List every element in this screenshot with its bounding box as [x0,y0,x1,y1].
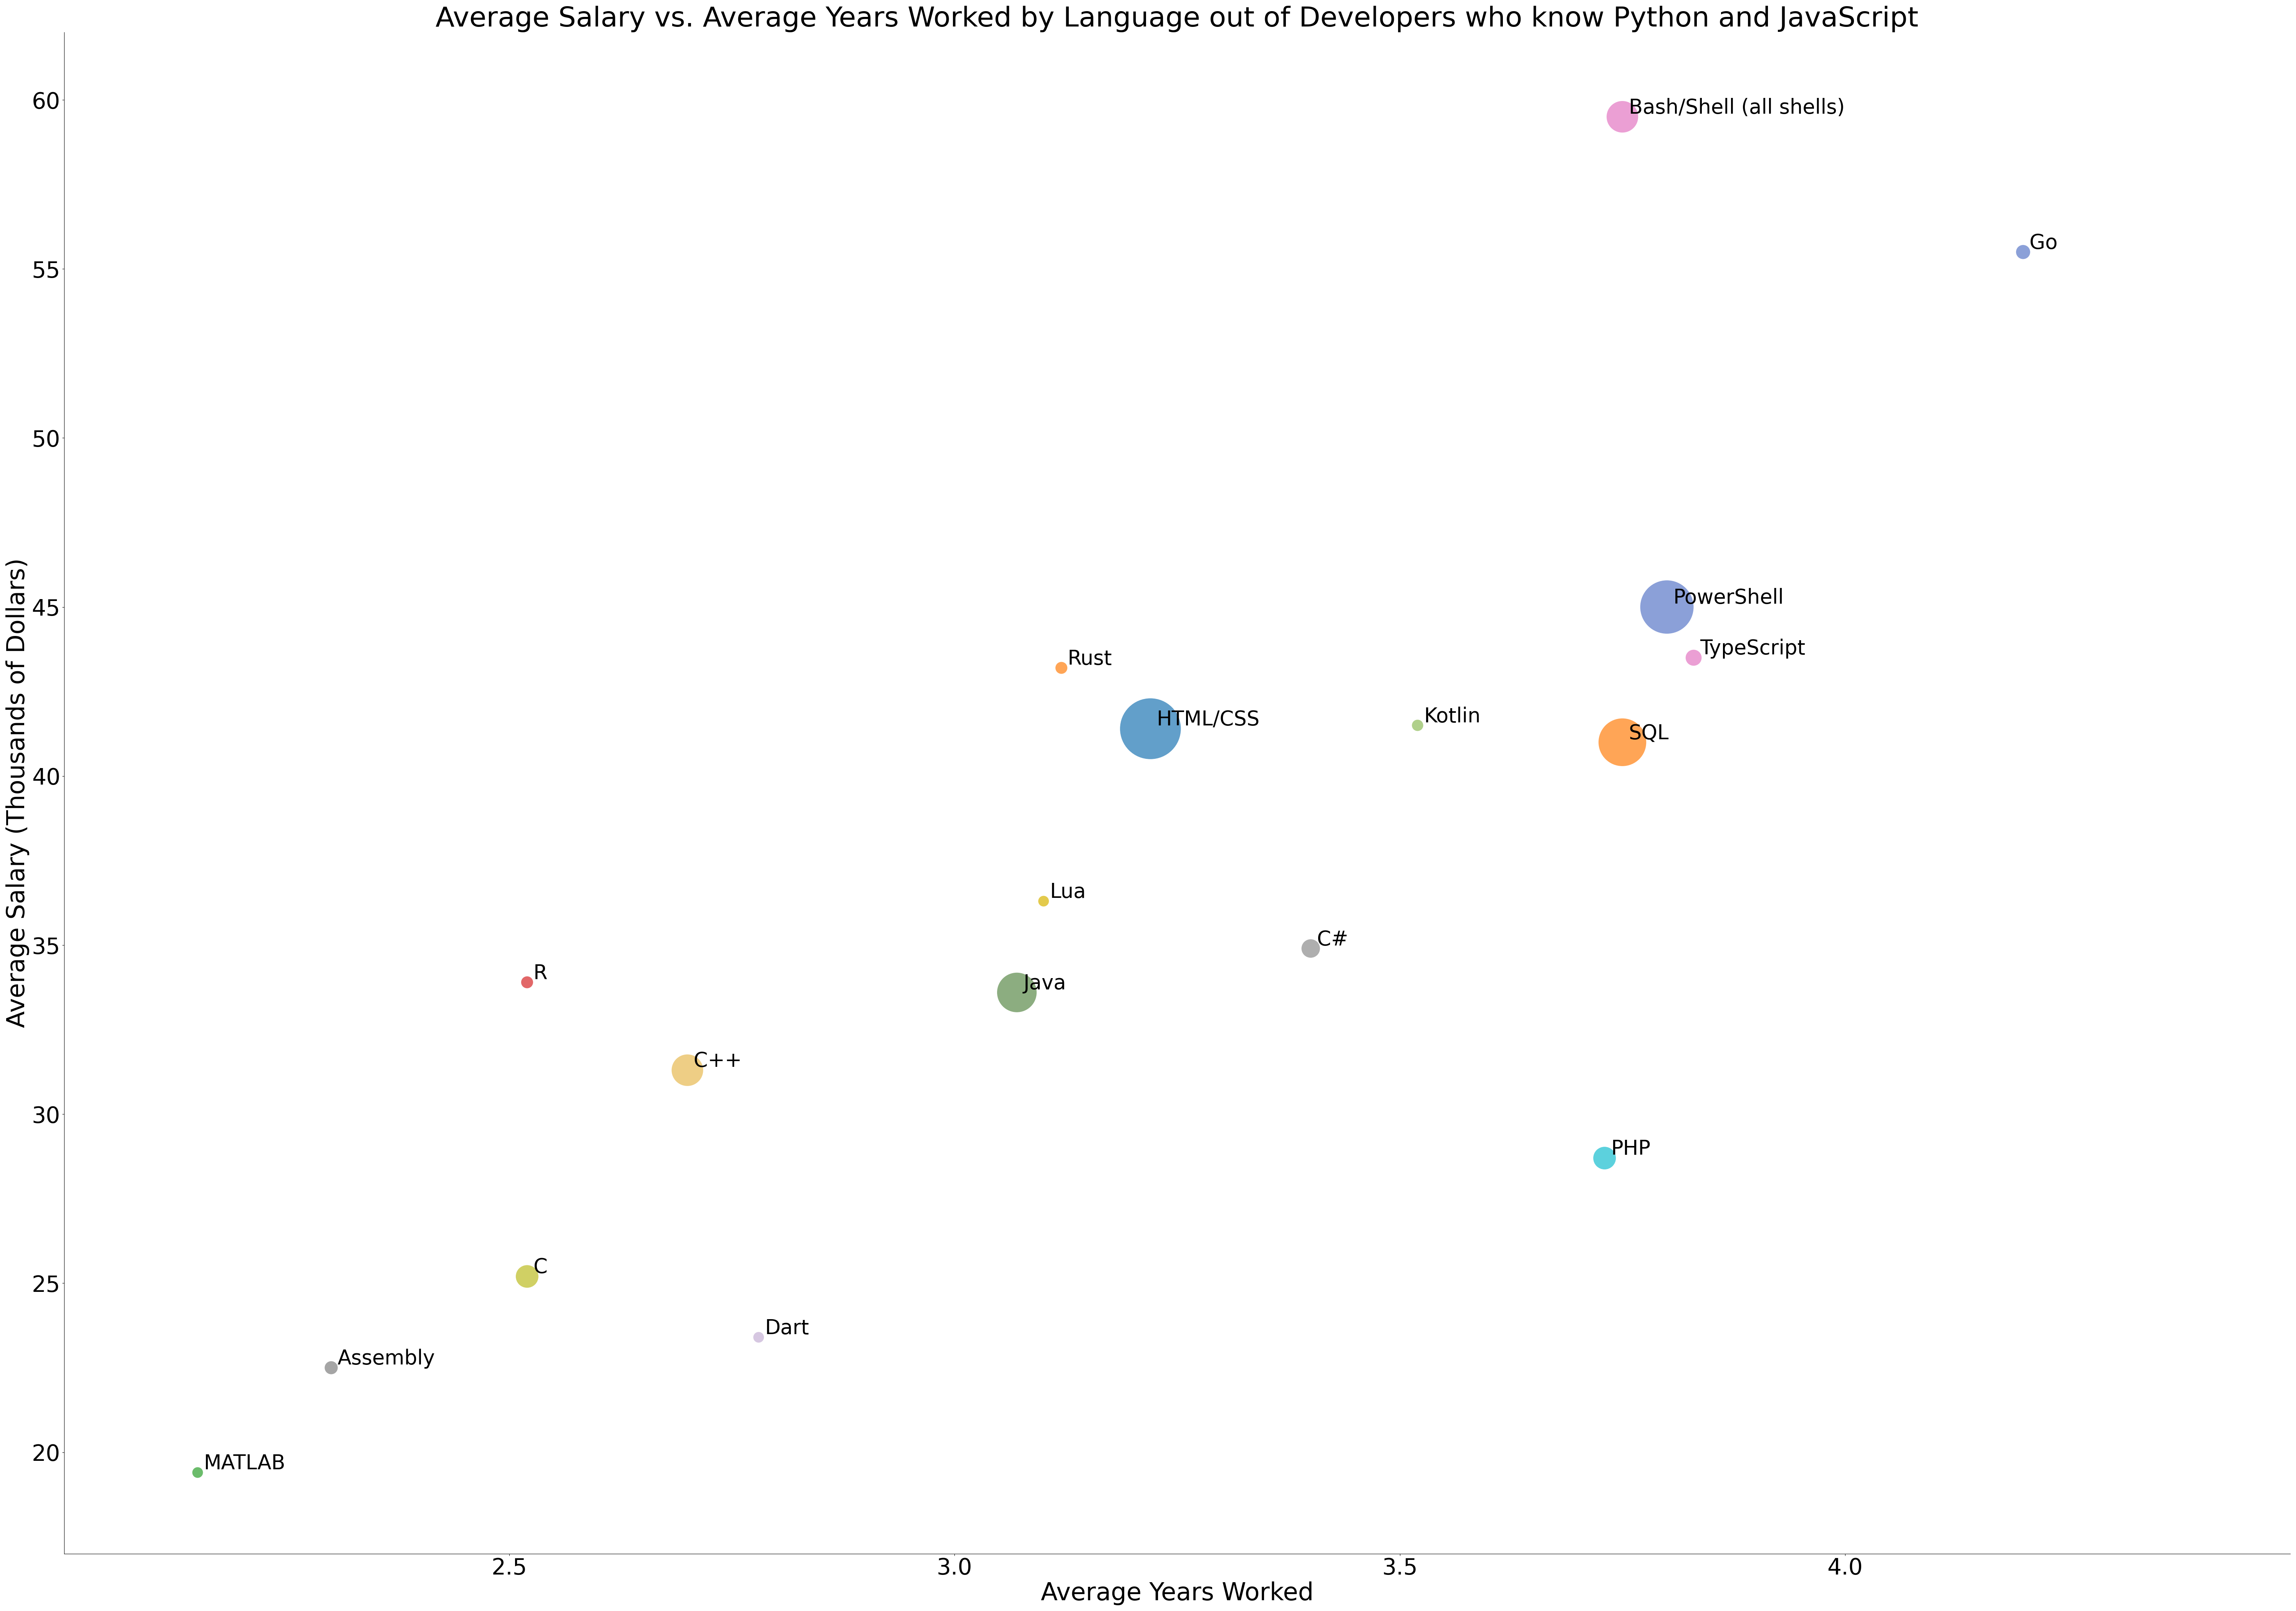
Text: Assembly: Assembly [338,1348,436,1369]
Text: C++: C++ [693,1052,742,1071]
Point [1132,715,1169,741]
Text: C#: C# [1318,930,1348,949]
Point [2004,238,2041,264]
Point [1398,712,1435,738]
Point [739,1324,776,1350]
Point [510,970,546,996]
Point [312,1355,349,1381]
Point [1587,1145,1623,1171]
Y-axis label: Average Salary (Thousands of Dollars): Average Salary (Thousands of Dollars) [7,557,30,1028]
Text: Lua: Lua [1049,883,1086,902]
Point [1605,730,1642,756]
Text: MATLAB: MATLAB [204,1453,285,1474]
Text: Kotlin: Kotlin [1424,706,1481,727]
Point [668,1057,705,1083]
X-axis label: Average Years Worked: Average Years Worked [1040,1582,1313,1605]
Text: SQL: SQL [1628,723,1669,743]
Point [179,1460,216,1485]
Point [1042,656,1079,681]
Text: HTML/CSS: HTML/CSS [1157,710,1261,730]
Point [510,1263,546,1289]
Text: Java: Java [1024,973,1065,994]
Point [999,979,1035,1005]
Point [1293,936,1329,962]
Point [1605,103,1642,129]
Text: Rust: Rust [1068,649,1111,669]
Text: PowerShell: PowerShell [1674,588,1784,607]
Point [1649,594,1685,620]
Text: Go: Go [2030,234,2057,253]
Text: Dart: Dart [765,1318,808,1339]
Point [1676,644,1713,670]
Point [1026,888,1063,913]
Text: Bash/Shell (all shells): Bash/Shell (all shells) [1628,98,1844,118]
Text: R: R [533,963,546,983]
Text: TypeScript: TypeScript [1699,640,1805,659]
Text: PHP: PHP [1612,1139,1651,1160]
Title: Average Salary vs. Average Years Worked by Language out of Developers who know P: Average Salary vs. Average Years Worked … [436,6,1919,32]
Text: C: C [533,1258,549,1278]
